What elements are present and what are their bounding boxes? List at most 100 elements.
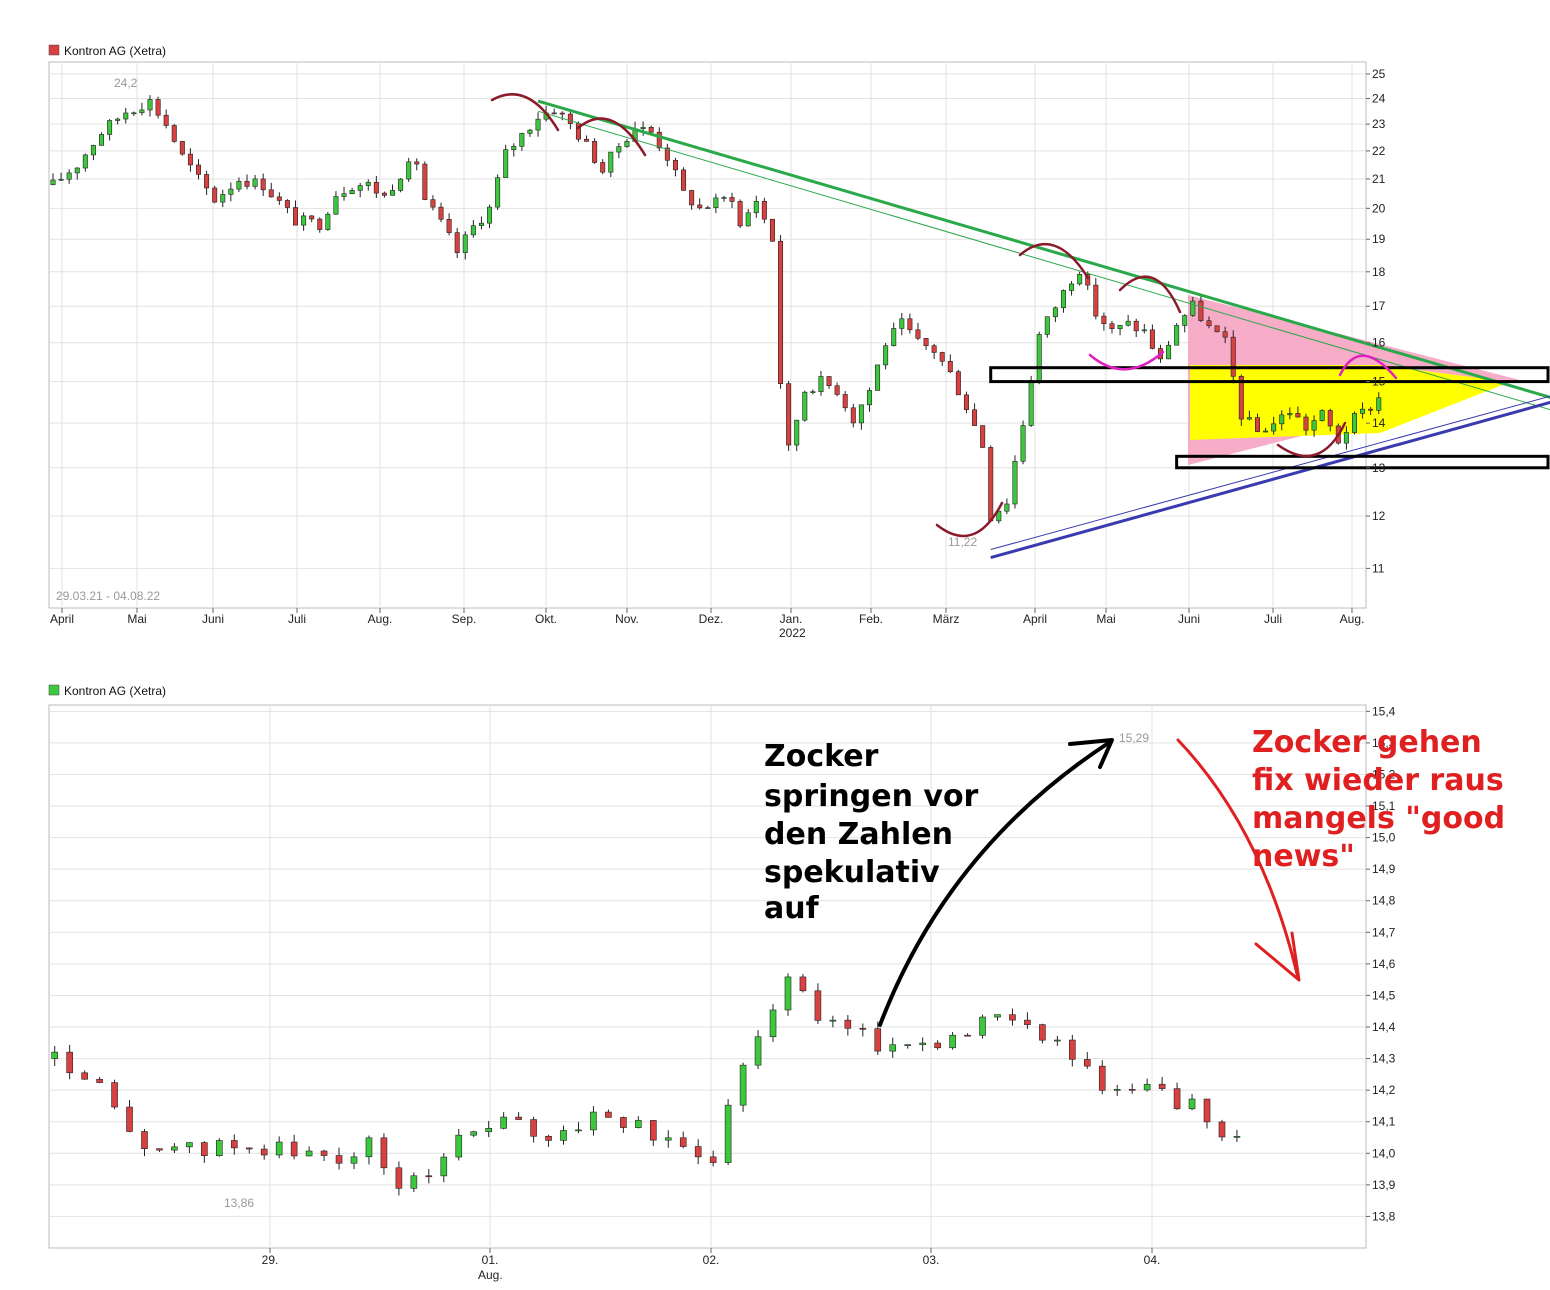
chart2-high-label: 15,29 <box>1119 731 1149 745</box>
annotation-right-line-3: mangels "good <box>1252 801 1505 836</box>
chart2-candle <box>126 1106 133 1132</box>
chart1-xtick-label: Juni <box>1178 612 1200 626</box>
chart2-candle <box>1009 1014 1016 1021</box>
chart1-candle <box>1125 320 1131 326</box>
chart1-candle <box>1028 380 1034 426</box>
chart2-ytick-label: 14,2 <box>1372 1083 1396 1097</box>
chart1-candle <box>268 189 274 198</box>
chart1-trendlines <box>537 99 1550 559</box>
chart1-candle <box>729 197 735 202</box>
chart2-candle <box>380 1137 388 1169</box>
chart2-candle <box>874 1028 882 1052</box>
chart1-candle <box>406 161 412 180</box>
chart1-grid <box>48 61 1367 613</box>
chart2-candle <box>485 1128 492 1133</box>
chart1-candle <box>858 404 864 424</box>
chart1-candle <box>446 218 452 233</box>
chart1-candle <box>875 364 881 391</box>
chart2-candle <box>724 1104 732 1163</box>
chart2-candle <box>949 1034 956 1049</box>
chart2-candle <box>694 1146 702 1158</box>
chart1-candle <box>980 425 986 448</box>
chart2-candle <box>275 1141 283 1156</box>
chart1-candle <box>1287 413 1293 416</box>
arc-magenta-1 <box>1088 350 1165 371</box>
chart1-ytick-label: 23 <box>1372 117 1386 131</box>
chart1-xtick-label: Sep. <box>452 612 477 626</box>
chart1-candle <box>1279 414 1285 425</box>
chart1-x-axis: April Mai Juni Juli Aug. Sep. Okt. Nov. Dez. Jan.… <box>50 612 1364 626</box>
chart1-candle <box>721 197 727 199</box>
chart1-candle <box>115 118 121 121</box>
chart2-candle <box>934 1042 941 1049</box>
chart1-candle <box>276 196 282 201</box>
chart1-candle <box>656 131 662 149</box>
annotation-right-line-4: news" <box>1252 839 1355 874</box>
chart1-xtick-label: Aug. <box>1340 612 1365 626</box>
chart1-candle <box>252 178 258 187</box>
chart1-candle <box>697 204 703 209</box>
chart1-candle <box>1004 503 1010 512</box>
chart1-candle <box>147 99 153 111</box>
chart1-ytick-label: 20 <box>1372 201 1386 215</box>
chart1-candle <box>769 218 775 242</box>
chart1-candle <box>1109 323 1115 329</box>
chart1-candle <box>1069 283 1075 291</box>
chart2-xtick-label: 01. <box>482 1253 499 1267</box>
trendline-support <box>990 400 1550 559</box>
chart1-candle <box>1206 320 1212 327</box>
chart1-candle <box>616 146 622 153</box>
chart1-candle <box>519 133 525 147</box>
chart1-candle <box>1060 290 1066 309</box>
annotation-right: Zocker gehen fix wieder raus mangels "go… <box>1252 725 1505 874</box>
chart1-candle <box>90 145 96 156</box>
chart2-candle <box>1158 1083 1166 1089</box>
chart1-pattern-fills <box>1188 295 1520 465</box>
chart1-candle <box>341 193 347 197</box>
chart1-candle <box>381 192 387 196</box>
chart2-candle <box>395 1167 403 1189</box>
arc-top-3 <box>1018 243 1090 280</box>
chart1-candle <box>1085 273 1091 286</box>
chart2-candle <box>964 1034 971 1037</box>
chart2-ytick-label: 15,1 <box>1372 799 1396 813</box>
chart1-xtick-label: Jan. <box>780 612 803 626</box>
chart1-candle <box>390 190 396 196</box>
up-arrow-head <box>1068 738 1114 769</box>
chart1-candle <box>1303 416 1309 431</box>
chart1-xtick-label: Juli <box>288 612 306 626</box>
chart1-candle <box>1149 329 1155 349</box>
chart1-candle <box>883 345 889 366</box>
chart1-candle <box>778 240 784 384</box>
chart2-candle <box>1233 1136 1241 1138</box>
chart1-candle <box>786 383 792 446</box>
chart2-candle <box>365 1137 373 1158</box>
chart1-candle <box>414 161 420 165</box>
chart1-candle <box>317 218 323 230</box>
chart1-candle <box>365 181 371 186</box>
chart1-candle <box>1166 344 1172 360</box>
chart1-candle <box>107 120 113 135</box>
chart1-candle <box>648 126 654 133</box>
chart2-candle <box>515 1116 522 1120</box>
chart1-candle <box>495 177 501 208</box>
chart1-high-label: 24,2 <box>114 76 138 90</box>
annotation-left-line-3: den Zahlen <box>764 817 953 852</box>
chart1-candle <box>1198 300 1204 321</box>
chart1-candle <box>1036 334 1042 382</box>
chart2-ytick-label: 14,9 <box>1372 862 1396 876</box>
chart1-candle <box>899 318 905 329</box>
chart1-candle <box>818 376 824 392</box>
chart1-candle <box>1141 329 1147 332</box>
chart2-ytick-label: 13,9 <box>1372 1178 1396 1192</box>
annotation-arrows <box>878 738 1301 1027</box>
chart1-date-range: 29.03.21 - 04.08.22 <box>56 589 160 603</box>
trendline-resistance-thin <box>537 110 1550 411</box>
chart1-candle <box>713 197 719 209</box>
chart1-xtick-label: Nov. <box>615 612 639 626</box>
chart1-candle <box>155 99 161 116</box>
chart1-low-label: 11,22 <box>948 535 977 549</box>
chart2-candle <box>904 1044 912 1046</box>
chart1: Kontron AG (Xetra) 24,2 11,22 29.03.21 -… <box>48 44 1550 640</box>
chart1-ytick-label: 11 <box>1372 561 1385 575</box>
